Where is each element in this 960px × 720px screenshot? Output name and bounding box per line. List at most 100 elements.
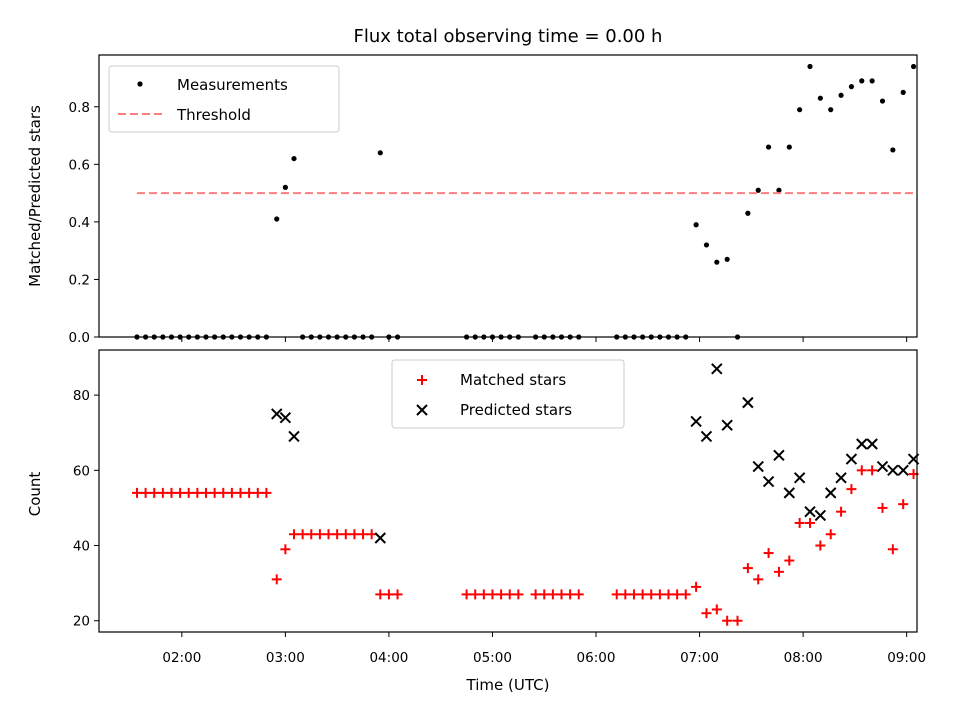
predicted-star-point [773,449,785,461]
matched-star-point [825,529,836,540]
y-tick-label: 0.2 [69,272,90,288]
matched-star-point [805,517,816,528]
bottom-legend-box [391,359,625,429]
predicted-star-point [721,419,733,431]
measurements-legend-label: Measurements [177,76,288,94]
x-tick-label: 06:00 [577,650,616,666]
x-tick-label: 08:00 [784,650,823,666]
matched-star-point [297,529,308,540]
measurements-legend-marker [137,81,143,87]
predicted-star-point [897,464,909,477]
matched-star-point [654,589,665,600]
measurement-point [848,84,855,90]
matched-star-point [349,529,360,540]
matched-star-point [620,589,631,600]
measurement-point [838,92,844,98]
predicted-star-point [887,464,899,477]
y-tick-label: 0.4 [69,215,90,231]
matched-star-point [280,544,291,555]
matched-star-point [470,589,481,600]
matched-star-point [323,529,334,540]
matched-star-point [711,604,722,615]
measurement-point [282,184,288,190]
matched-star-point [209,487,220,498]
matched-star-point [784,555,795,566]
matched-star-point [366,529,377,540]
predicted-star-point [783,487,796,499]
matched-star-point [218,487,229,498]
top-y-axis-label: Matched/Predicted stars [26,105,44,287]
measurement-point [859,78,865,84]
matched-star-point [252,487,263,498]
measurement-point [755,187,761,193]
predicted-star-point [825,487,837,499]
measurement-point [900,89,906,96]
matched-star-point [867,465,878,476]
predicted-star-point [271,408,283,420]
matched-star-point [753,574,764,585]
x-tick-label: 03:00 [266,650,305,666]
matched-star-point [556,589,567,600]
matched-star-point [375,589,386,600]
matched-star-point [646,589,657,600]
y-tick-label: 0.8 [69,100,90,116]
matched-star-point [226,487,237,498]
bottom-legend: Matched stars Predicted stars [391,359,625,429]
y-tick-label: 20 [73,614,90,630]
predicted-star-point [856,438,868,450]
measurement-point [765,144,772,150]
matched-star-point [530,589,541,600]
matched-star-point [478,589,489,600]
matched-star-point [192,487,203,498]
predicted-star-point [814,509,827,522]
matched-star-point [306,529,317,540]
matched-star-point [877,502,888,513]
y-tick-label: 60 [73,463,90,479]
predicted-star-point [374,532,387,544]
matched-star-point [672,589,683,600]
matched-star-point [722,615,733,626]
x-tick-label: 09:00 [887,650,926,666]
measurement-point [869,78,875,84]
matched-star-point [836,506,847,517]
predicted-star-point [793,472,806,484]
matched-star-point [131,487,142,498]
matched-star-point [663,589,674,600]
predicted-star-point [288,430,300,443]
measurement-point [724,256,730,262]
predicted-star-point [690,415,702,428]
matched-star-point [539,589,550,600]
measurement-point [797,107,803,113]
measurement-point [291,155,297,162]
matched-star-point [637,589,648,600]
matched-star-point [244,487,255,498]
matched-star-point [732,615,743,626]
measurement-point [890,147,896,153]
measurement-point [693,222,699,228]
matched-star-point [496,589,507,600]
matched-star-point [271,574,282,585]
measurement-point [745,210,751,216]
predicted-star-point [845,453,858,465]
matched-star-point [628,589,639,600]
predicted-star-point [762,475,775,488]
matched-star-point [763,548,774,559]
measurement-point [776,187,782,193]
measurement-point [377,150,383,156]
matched-star-point [691,581,702,592]
measurement-point [879,98,886,104]
matched-star-point [261,487,272,498]
measurement-point [786,144,792,150]
predicted-legend-marker [416,404,428,416]
matched-star-point [157,487,168,498]
matched-star-point [513,589,524,600]
bottom-plot-frame [98,349,918,633]
matched-star-point [340,529,351,540]
matched-star-point [166,487,177,498]
matched-star-point [773,566,784,577]
predicted-star-point [835,472,847,484]
matched-star-point [149,487,160,498]
predicted-star-point [711,363,723,375]
y-tick-label: 80 [73,388,90,404]
